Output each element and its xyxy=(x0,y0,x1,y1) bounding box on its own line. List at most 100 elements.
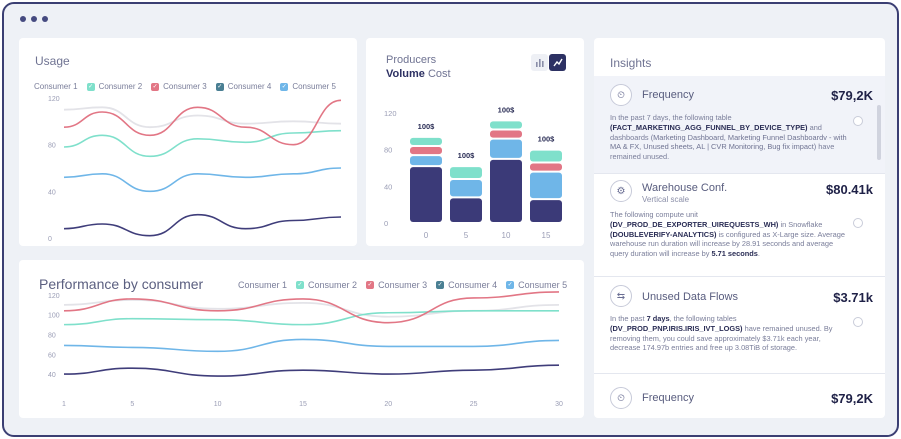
legend-item-consumer-3[interactable]: ✓ Consumer 3 xyxy=(151,82,207,91)
y-tick-label: 120 xyxy=(384,109,397,118)
series-line-1 xyxy=(63,106,342,129)
insight-name: Warehouse Conf. xyxy=(642,182,728,194)
text-segment: The following compute unit xyxy=(610,210,698,219)
bar-segment xyxy=(490,139,522,158)
select-radio[interactable] xyxy=(853,317,863,327)
x-tick-label: 10 xyxy=(502,231,511,240)
performance-legend: Consumer 1 ✓ Consumer 2 ✓ Consumer 3 ✓ Cons… xyxy=(238,280,576,290)
bar-segment xyxy=(410,167,442,222)
x-tick-label: 1 xyxy=(62,401,66,408)
legend-item-consumer-1[interactable]: Consumer 1 xyxy=(34,82,78,91)
bar-segment xyxy=(410,137,442,145)
y-tick-label: 40 xyxy=(384,182,392,191)
series-line-2 xyxy=(63,309,559,326)
text-segment: In the past xyxy=(610,314,647,323)
text-segment: in Snowflake xyxy=(778,219,823,229)
legend-item-consumer-1[interactable]: Consumer 1 xyxy=(238,280,287,290)
check-icon: ✓ xyxy=(436,281,445,289)
series-line-2 xyxy=(63,129,342,158)
check-icon: ✓ xyxy=(280,82,289,91)
dot-icon xyxy=(42,16,48,22)
bar-segment xyxy=(530,200,562,222)
series-line-5 xyxy=(63,338,560,353)
series-line-3 xyxy=(63,99,342,146)
bar-segment xyxy=(450,180,482,197)
series-line-3 xyxy=(63,291,560,324)
y-tick-label: 80 xyxy=(48,333,56,340)
window-menu-dots[interactable] xyxy=(20,16,48,22)
series-line-4 xyxy=(63,213,342,237)
legend-label: Consumer 3 xyxy=(163,82,207,91)
x-tick-label: 15 xyxy=(542,231,551,240)
insights-title: Insights xyxy=(610,56,652,70)
insight-description: The following compute unit (DV_PROD_DE_E… xyxy=(610,210,850,259)
check-icon: ✓ xyxy=(151,82,160,91)
usage-card: Usage Consumer 1 ✓ Consumer 2 ✓ Consumer 3… xyxy=(19,38,357,246)
insight-item[interactable]: ⇆ Unused Data Flows $3.71k In the past 7… xyxy=(594,277,885,374)
y-tick-label: 120 xyxy=(48,293,60,300)
line-chart-toggle[interactable] xyxy=(549,54,566,71)
frequency-icon: ⏲ xyxy=(610,84,632,106)
legend-label: Consumer 2 xyxy=(308,280,358,290)
legend-label: Consumer 1 xyxy=(238,280,288,290)
table-name: (DV_PROD_PNP.IRIS.IRIS_IVT_LOGS) xyxy=(610,323,743,333)
legend-item-consumer-2[interactable]: ✓ Consumer 2 xyxy=(86,82,143,91)
legend-label: Consumer 3 xyxy=(378,280,428,290)
x-tick-label: 0 xyxy=(424,231,429,240)
legend-item-consumer-2[interactable]: ✓ Consumer 2 xyxy=(296,280,357,290)
x-tick-label: 15 xyxy=(299,401,307,408)
usage-title: Usage xyxy=(35,54,70,68)
y-tick-label: 40 xyxy=(48,372,56,379)
usage-line-chart: 12080400151015202530 xyxy=(48,96,342,243)
y-tick-label: 80 xyxy=(384,146,392,155)
performance-title: Performance by consumer xyxy=(39,276,204,292)
x-tick-label: 30 xyxy=(555,401,563,408)
legend-label: Consumer 2 xyxy=(98,82,143,91)
y-tick-label: 100 xyxy=(48,313,60,320)
dashboard-list: (Marketing Dashboard, Marketing Funnel D… xyxy=(610,132,847,152)
legend-item-consumer-5[interactable]: ✓ Consumer 5 xyxy=(280,82,336,91)
legend-label: Consumer 5 xyxy=(292,82,336,91)
bar-segment xyxy=(410,147,442,155)
x-tick-label: 5 xyxy=(464,231,469,240)
insight-name: Unused Data Flows xyxy=(642,291,738,303)
bar-data-label: 100$ xyxy=(498,105,516,114)
insight-description: In the past 7 days, the following table … xyxy=(610,113,850,162)
legend-item-consumer-3[interactable]: ✓ Consumer 3 xyxy=(366,280,427,290)
insight-item[interactable]: ⚙ Warehouse Conf. Vertical scale $80.41k… xyxy=(594,174,885,277)
text-segment: have remained unused. By removing them, … xyxy=(610,323,833,353)
select-radio[interactable] xyxy=(853,218,863,228)
bar-segment xyxy=(450,198,482,222)
insight-name: Frequency xyxy=(642,392,694,404)
bar-chart-toggle[interactable] xyxy=(531,54,548,71)
producers-metric-switch: Volume Cost xyxy=(386,68,451,81)
check-icon: ✓ xyxy=(366,281,375,289)
insight-value: $3.71k xyxy=(833,290,873,305)
cost-tab[interactable]: Cost xyxy=(427,68,451,80)
data-flow-icon: ⇆ xyxy=(610,285,632,307)
scrollbar-thumb[interactable] xyxy=(877,105,881,160)
legend-label: Consumer 1 xyxy=(34,82,78,91)
producers-card: Producers Volume Cost 0 40 80 120 100$ 0 100$ 5… xyxy=(366,38,584,246)
text-segment: is configured as X-Large size. Average w… xyxy=(610,229,845,259)
bar-segment xyxy=(490,159,522,222)
y-tick-label: 40 xyxy=(48,189,56,196)
legend-item-consumer-5[interactable]: ✓ Consumer 5 xyxy=(506,280,567,290)
legend-item-consumer-4[interactable]: ✓ Consumer 4 xyxy=(215,82,271,91)
series-line-4 xyxy=(63,364,560,377)
insight-item[interactable]: ⏲ Frequency $79,2K xyxy=(594,374,885,418)
check-icon: ✓ xyxy=(215,82,224,91)
y-tick-label: 120 xyxy=(48,96,60,103)
warehouse-icon: ⚙ xyxy=(610,180,632,202)
legend-label: Consumer 4 xyxy=(448,280,498,290)
performance-card: Performance by consumer Consumer 1 ✓ Cons… xyxy=(19,260,584,418)
insight-item[interactable]: ⏲ Frequency $79,2K In the past 7 days, t… xyxy=(594,76,885,174)
check-icon: ✓ xyxy=(506,281,515,289)
bar-segment xyxy=(490,130,522,138)
legend-item-consumer-4[interactable]: ✓ Consumer 4 xyxy=(436,280,497,290)
volume-tab[interactable]: Volume xyxy=(386,68,425,80)
select-radio[interactable] xyxy=(853,116,863,126)
bar-segment xyxy=(530,172,562,199)
y-tick-label: 0 xyxy=(48,236,52,243)
series-line-1 xyxy=(63,298,560,318)
